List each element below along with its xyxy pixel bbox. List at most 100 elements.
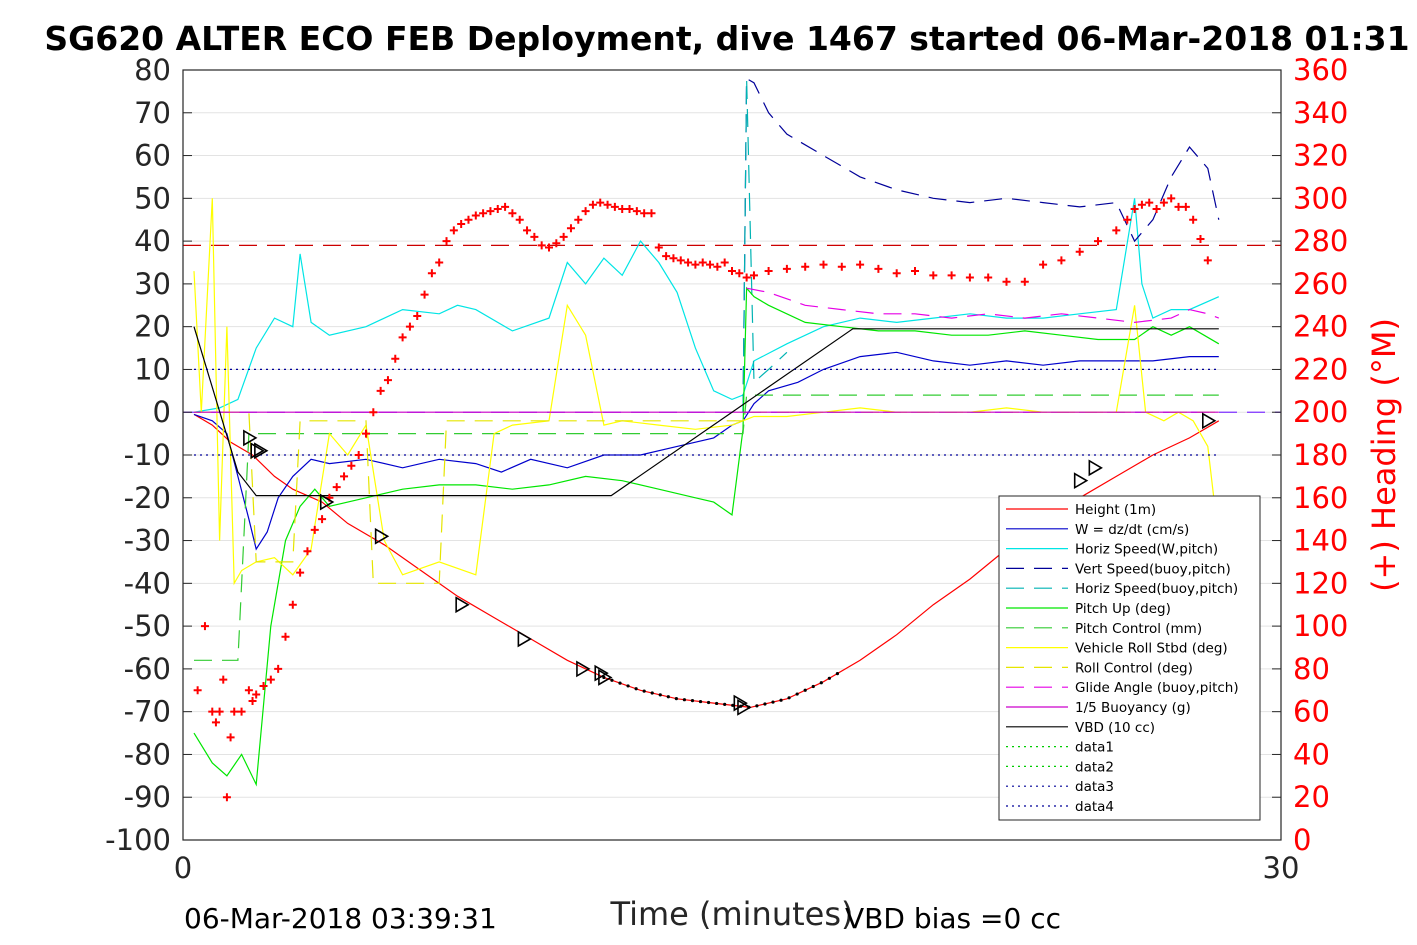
legend-label: Horiz Speed(W,pitch) — [1075, 542, 1218, 558]
y-right-tick-label: 120 — [1293, 566, 1348, 600]
legend-label: Vert Speed(buoy,pitch) — [1075, 561, 1231, 577]
y-tick-label: -40 — [124, 566, 171, 600]
heading-point — [523, 226, 532, 235]
heading-point — [230, 707, 239, 716]
heading-point — [1123, 215, 1132, 224]
heading-point — [537, 241, 546, 250]
heading-point — [911, 267, 919, 276]
legend: Height (1m) W = dz/dt (cm/s) Horiz Speed(W… — [998, 495, 1261, 821]
heading-point — [545, 243, 553, 252]
legend-label: data1 — [1075, 740, 1114, 756]
right-axis: 3603403203002802602402202001801601401201… — [1272, 53, 1348, 857]
markers-group — [194, 194, 1217, 802]
triangle-marker — [1088, 459, 1103, 477]
legend-label: Horiz Speed(buoy,pitch) — [1075, 581, 1238, 597]
y-tick-label: 80 — [134, 53, 171, 87]
heading-point — [376, 386, 385, 395]
height-dot — [706, 700, 711, 705]
height-dot — [763, 702, 767, 706]
heading-point — [303, 547, 312, 556]
y-right-tick-label: 240 — [1293, 310, 1348, 344]
height-dot — [610, 678, 614, 682]
heading-point — [1174, 202, 1183, 211]
heading-point — [1130, 205, 1139, 214]
height-dot — [787, 696, 791, 700]
heading-point — [508, 209, 517, 218]
heading-point — [449, 226, 458, 235]
heading-point — [237, 707, 246, 716]
heading-point — [654, 243, 663, 252]
heading-point — [676, 256, 685, 265]
heading-point — [574, 215, 583, 224]
height-dot — [674, 697, 678, 701]
heading-point — [405, 322, 414, 331]
legend-label: 1/5 Buoyancy (g) — [1075, 700, 1191, 716]
heading-point — [559, 232, 568, 241]
y-tick-label: 30 — [134, 267, 171, 301]
heading-point — [662, 252, 671, 261]
y-right-tick-label: 100 — [1293, 609, 1348, 643]
y-right-tick-label: 220 — [1293, 352, 1348, 386]
heading-point — [984, 273, 993, 282]
y-tick-label: 20 — [134, 310, 171, 344]
heading-point — [1196, 234, 1205, 243]
heading-point — [318, 515, 327, 524]
heading-point — [383, 376, 392, 385]
heading-point — [530, 232, 539, 241]
series-group — [193, 77, 1220, 787]
series-line — [742, 77, 1220, 413]
legend-label: Pitch Up (deg) — [1075, 601, 1171, 617]
heading-point — [856, 260, 865, 269]
heading-point — [248, 696, 257, 705]
y-right-tick-label: 0 — [1293, 823, 1311, 857]
heading-point — [442, 237, 451, 246]
heading-point — [1039, 260, 1048, 269]
heading-point — [515, 215, 524, 224]
height-dot — [698, 699, 703, 704]
y-right-tick-label: 280 — [1293, 224, 1348, 258]
y-tick-label: -100 — [105, 823, 171, 857]
heading-point — [749, 271, 758, 280]
heading-point — [457, 220, 466, 228]
y-tick-label: 10 — [134, 352, 171, 386]
legend-label: data3 — [1075, 779, 1114, 795]
heading-point — [226, 733, 235, 742]
series-line — [194, 394, 1219, 661]
y-right-tick-label: 180 — [1293, 438, 1348, 472]
x-tick-label: 0 — [174, 851, 192, 885]
y-right-tick-label: 360 — [1293, 53, 1348, 87]
heading-point — [1137, 200, 1146, 209]
heading-point — [735, 269, 744, 278]
heading-point — [369, 408, 378, 417]
heading-point — [281, 632, 290, 641]
series-line — [194, 411, 1219, 584]
height-dot — [835, 671, 840, 676]
height-dot — [642, 689, 646, 693]
heading-point — [892, 269, 901, 278]
y-tick-label: 60 — [134, 139, 171, 173]
y-tick-label: 70 — [134, 96, 171, 130]
footer-timestamp: 06-Mar-2018 03:39:31 — [184, 902, 497, 935]
y-tick-label: -10 — [124, 438, 171, 472]
heading-point — [340, 472, 349, 481]
series-line — [746, 287, 1220, 324]
heading-point — [819, 260, 828, 269]
heading-point — [713, 262, 722, 271]
heading-point — [1167, 194, 1176, 203]
y-right-tick-label: 200 — [1293, 395, 1348, 429]
heading-point — [501, 202, 510, 211]
y-right-tick-label: 20 — [1293, 780, 1330, 814]
y-tick-label: 50 — [134, 181, 171, 215]
legend-label: Pitch Control (mm) — [1075, 621, 1202, 637]
heading-point — [347, 461, 356, 470]
heading-point — [947, 271, 956, 280]
heading-point — [764, 267, 773, 276]
heading-point — [420, 290, 429, 299]
heading-point — [252, 690, 261, 699]
height-dot — [690, 699, 695, 703]
heading-point — [632, 207, 641, 216]
triangle-marker — [243, 429, 258, 447]
heading-point — [588, 200, 597, 209]
y-right-tick-label: 260 — [1293, 267, 1348, 301]
